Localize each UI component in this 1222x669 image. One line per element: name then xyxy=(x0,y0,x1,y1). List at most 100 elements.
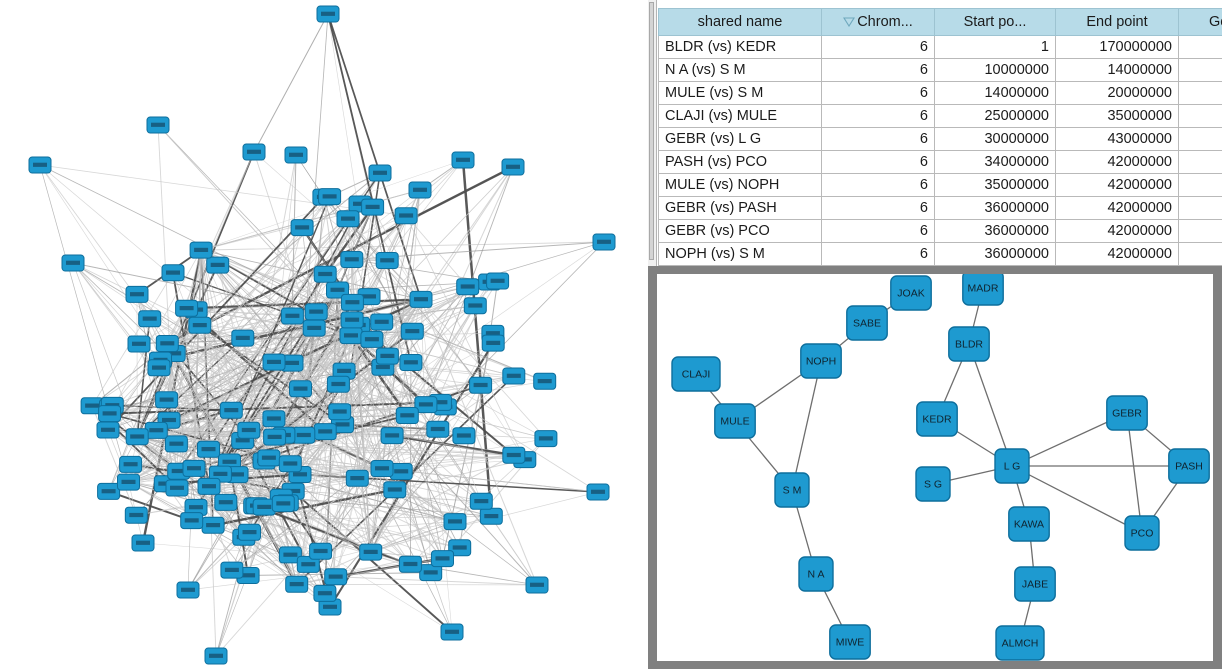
main-network-node[interactable] xyxy=(463,297,487,315)
graph-edge[interactable] xyxy=(394,459,525,491)
graph-edge[interactable] xyxy=(256,505,460,549)
subnetwork-node[interactable]: MADR xyxy=(962,274,1004,306)
main-network-node[interactable] xyxy=(278,546,302,564)
graph-edge[interactable] xyxy=(208,486,460,549)
main-network-node[interactable] xyxy=(284,146,308,164)
main-network-node[interactable] xyxy=(188,316,212,334)
graph-edge[interactable] xyxy=(342,424,438,430)
main-network-node[interactable] xyxy=(368,164,392,182)
table-row[interactable]: MULE (vs) S M614000000200000007.5 xyxy=(658,81,1222,105)
main-network-node[interactable] xyxy=(262,410,286,428)
graph-edge[interactable] xyxy=(273,327,315,419)
main-network-node[interactable] xyxy=(197,477,221,495)
main-network-node[interactable] xyxy=(419,564,443,582)
graph-edge[interactable] xyxy=(107,327,315,431)
graph-edge[interactable] xyxy=(193,250,202,469)
subnetwork-node[interactable]: KEDR xyxy=(916,401,958,437)
subnetwork-node[interactable]: JABE xyxy=(1014,566,1056,602)
main-network-node[interactable] xyxy=(296,555,320,573)
graph-edge[interactable] xyxy=(370,356,388,553)
main-network-node[interactable] xyxy=(328,403,352,421)
main-network-node[interactable] xyxy=(339,327,363,345)
graph-edge[interactable] xyxy=(39,164,407,217)
graph-edge[interactable] xyxy=(370,521,456,553)
main-network-node[interactable] xyxy=(257,449,281,467)
table-row[interactable]: GEBR (vs) PASH636000000420000008.9 xyxy=(658,196,1222,220)
graph-edge[interactable] xyxy=(196,309,293,317)
graph-edge[interactable] xyxy=(107,429,129,483)
main-network-node[interactable] xyxy=(204,647,228,665)
main-network-node[interactable] xyxy=(263,428,287,446)
graph-edge[interactable] xyxy=(1126,412,1143,534)
graph-edge[interactable] xyxy=(107,429,210,487)
main-network-node[interactable] xyxy=(479,507,503,525)
main-network-node[interactable] xyxy=(214,493,238,511)
subnetwork-node[interactable]: PCO xyxy=(1124,515,1160,551)
main-network-node[interactable] xyxy=(302,319,326,337)
main-network-node[interactable] xyxy=(586,483,610,501)
main-network-node[interactable] xyxy=(340,311,364,329)
main-network-node[interactable] xyxy=(414,396,438,414)
graph-edge[interactable] xyxy=(200,249,443,559)
main-network-node[interactable] xyxy=(501,158,525,176)
main-network-node[interactable] xyxy=(231,329,255,347)
column-header-end-point[interactable]: End point xyxy=(1055,8,1179,36)
graph-edge[interactable] xyxy=(208,477,358,487)
main-network-node[interactable] xyxy=(389,463,413,480)
graph-edge[interactable] xyxy=(167,296,370,344)
main-network-node[interactable] xyxy=(97,482,121,500)
main-network-node[interactable] xyxy=(326,375,350,393)
main-network-node[interactable] xyxy=(360,330,384,348)
main-network-node[interactable] xyxy=(313,265,337,283)
graph-edge[interactable] xyxy=(420,299,538,586)
graph-edge[interactable] xyxy=(200,249,411,565)
main-network-node[interactable] xyxy=(408,181,432,199)
main-network-node[interactable] xyxy=(443,513,467,531)
subnetwork-node[interactable]: PASH xyxy=(1168,448,1210,484)
main-network-node[interactable] xyxy=(285,575,309,593)
main-network-node[interactable] xyxy=(220,561,244,579)
graph-edge[interactable] xyxy=(137,375,514,438)
node-table-panel[interactable]: shared name Chrom... Start po... xyxy=(648,0,1222,266)
main-network-node[interactable] xyxy=(28,156,52,174)
graph-edge[interactable] xyxy=(339,411,453,633)
graph-edge[interactable] xyxy=(186,298,422,310)
graph-edge[interactable] xyxy=(337,159,464,291)
subnetwork-node[interactable]: NOPH xyxy=(800,343,842,379)
graph-edge[interactable] xyxy=(137,436,244,538)
main-network-node[interactable] xyxy=(380,427,404,445)
graph-edge[interactable] xyxy=(167,343,514,377)
main-network-node[interactable] xyxy=(176,581,200,599)
graph-edge[interactable] xyxy=(107,196,325,431)
main-network-node[interactable] xyxy=(448,539,472,557)
main-network-node[interactable] xyxy=(502,367,526,385)
graph-edge[interactable] xyxy=(157,124,352,336)
main-network-node[interactable] xyxy=(237,421,261,439)
table-row[interactable]: N A (vs) S M610000000140000006.6 xyxy=(658,58,1222,82)
graph-edge[interactable] xyxy=(381,215,407,469)
main-network-node[interactable] xyxy=(278,455,302,473)
subnetwork-node[interactable]: BLDR xyxy=(948,326,990,362)
main-network-node[interactable] xyxy=(238,523,261,541)
subnetwork-node[interactable]: N A xyxy=(798,556,834,592)
main-network-node[interactable] xyxy=(289,380,312,398)
graph-edge[interactable] xyxy=(200,249,343,425)
main-network-node[interactable] xyxy=(146,116,170,134)
graph-edge[interactable] xyxy=(167,289,338,344)
graph-edge[interactable] xyxy=(128,311,317,483)
graph-edge[interactable] xyxy=(370,189,421,553)
main-network-node[interactable] xyxy=(426,420,450,438)
table-row[interactable]: PASH (vs) PCO6340000004200000011.4 xyxy=(658,150,1222,174)
data-table[interactable]: shared name Chrom... Start po... xyxy=(658,8,1222,266)
main-network-node[interactable] xyxy=(197,440,220,458)
main-network-node[interactable] xyxy=(375,252,399,269)
main-network-node[interactable] xyxy=(345,469,369,487)
main-network-node[interactable] xyxy=(318,598,342,616)
main-network-node[interactable] xyxy=(409,290,433,308)
main-network-node[interactable] xyxy=(219,401,243,419)
main-network-node[interactable] xyxy=(592,233,616,251)
graph-edge[interactable] xyxy=(968,343,1013,467)
main-network-node[interactable] xyxy=(131,534,155,552)
subnetwork-node[interactable]: ALMCH xyxy=(995,625,1045,661)
main-network-node[interactable] xyxy=(164,435,188,453)
